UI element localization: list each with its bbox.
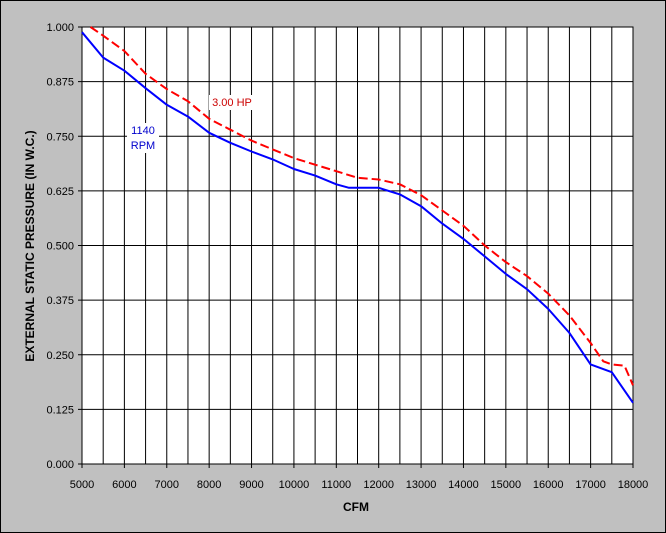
rpm-unit-label: RPM xyxy=(131,140,155,152)
x-tick-label: 16000 xyxy=(533,479,564,491)
y-tick-label: 0.750 xyxy=(46,131,74,143)
y-tick-label: 0.500 xyxy=(46,241,74,253)
x-tick-label: 15000 xyxy=(491,479,522,491)
x-tick-label: 10000 xyxy=(279,479,310,491)
x-tick-label: 17000 xyxy=(575,479,606,491)
y-tick-label: 0.125 xyxy=(46,404,74,416)
y-axis-label: EXTERNAL STATIC PRESSURE (IN W.C.) xyxy=(23,130,37,361)
x-tick-label: 7000 xyxy=(155,479,179,491)
y-tick-label: 1.000 xyxy=(46,22,74,34)
x-axis-label: CFM xyxy=(343,500,369,514)
x-tick-label: 14000 xyxy=(448,479,479,491)
rpm-label-bg xyxy=(127,123,159,153)
x-tick-labels: 5000 6000 7000 8000 9000 10000 11000 12000 13000… xyxy=(70,464,649,491)
horizontal-gridlines xyxy=(82,81,633,410)
hp-label-bg xyxy=(209,95,255,110)
x-tick-label: 12000 xyxy=(363,479,394,491)
series-lines xyxy=(81,26,634,404)
y-tick-label: 0.625 xyxy=(46,186,74,198)
x-tick-label: 6000 xyxy=(112,479,136,491)
x-tick-label: 18000 xyxy=(618,479,649,491)
x-tick-label: 9000 xyxy=(239,479,263,491)
x-tick-label: 13000 xyxy=(406,479,437,491)
series-line-3hp xyxy=(89,26,634,386)
y-tick-label: 0.875 xyxy=(46,77,74,89)
rpm-value-label: 1140 xyxy=(131,125,155,137)
annotations: 3.00 HP 1140 RPM xyxy=(127,95,255,153)
y-tick-label: 0.375 xyxy=(46,295,74,307)
hp-label: 3.00 HP xyxy=(212,97,252,109)
x-tick-label: 8000 xyxy=(197,479,221,491)
y-tick-labels: 0.000 0.125 0.250 0.375 0.500 0.625 0.750 0.875… xyxy=(46,22,82,471)
x-tick-label: 5000 xyxy=(70,479,94,491)
x-tick-label: 11000 xyxy=(321,479,351,491)
series-line-1140-rpm xyxy=(81,31,634,404)
y-tick-label: 0.000 xyxy=(46,459,74,471)
y-tick-label: 0.250 xyxy=(46,350,74,362)
